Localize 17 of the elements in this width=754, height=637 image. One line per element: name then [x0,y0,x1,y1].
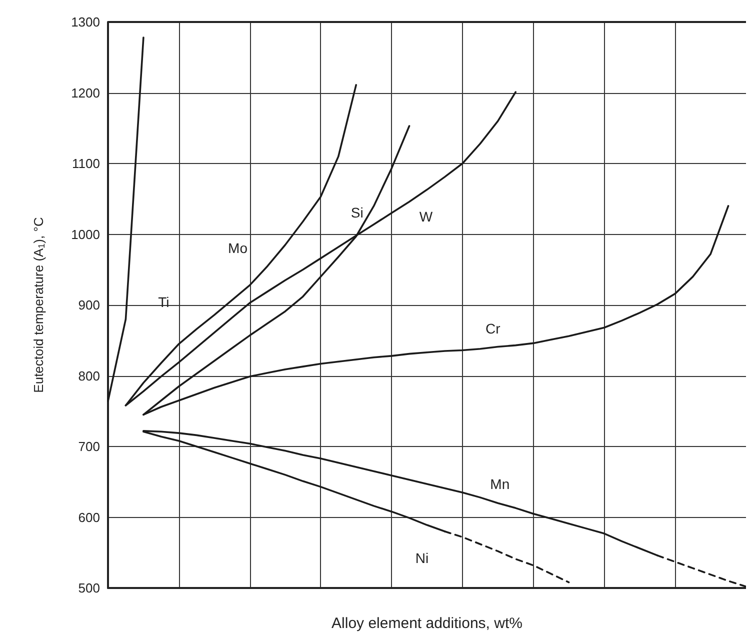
y-tick-label: 1300 [71,14,100,30]
series-label: Ni [415,550,429,566]
series-label: Mo [228,240,248,256]
y-tick-label: 1200 [71,85,100,100]
series-label: Si [350,204,364,220]
y-tick-label: 800 [78,368,100,384]
y-tick-label: 1000 [71,226,100,242]
y-tick-label: 900 [78,298,100,312]
y-tick-label: 1100 [72,156,100,171]
series-label: W [419,208,434,225]
y-axis-title: Eutectoid temperature (A1), °C [31,217,46,393]
y-tick-label: 500 [78,580,100,596]
x-axis-title: Alloy element additions, wt% [332,615,522,632]
y-tick-label: 700 [78,439,100,454]
series-label: Mn [490,476,510,492]
series-label: Cr [486,320,501,337]
y-tick-label: 600 [78,510,100,525]
